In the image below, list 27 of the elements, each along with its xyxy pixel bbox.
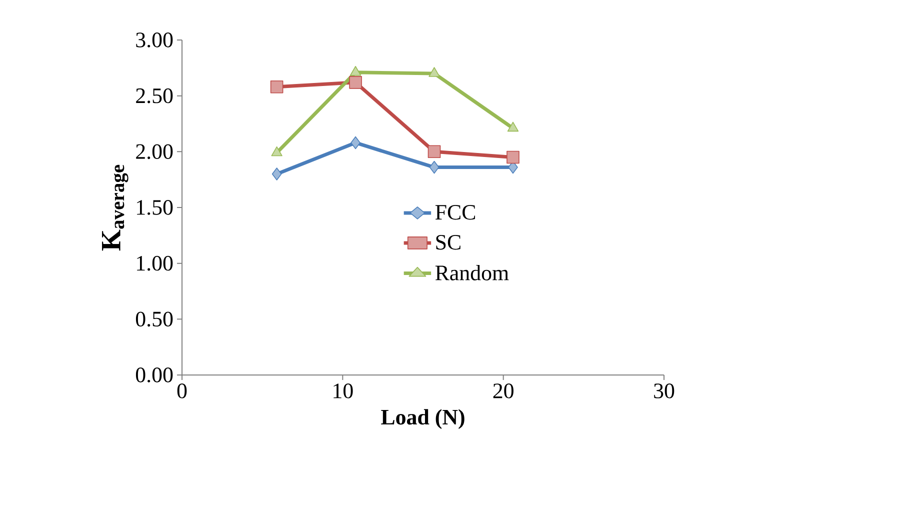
x-tick-label: 0 [177,384,187,398]
y-tick-label: 2.50 [136,88,173,104]
point [271,146,282,156]
point [349,76,362,89]
point [270,80,284,94]
y-tick-label: 2.00 [136,144,173,160]
y-tick-label: 0.00 [136,368,173,382]
point [272,168,282,180]
x-axis-title: Load (N) [381,409,464,430]
x-tick-label: 10 [334,384,353,398]
legend-label: FCC [435,204,476,220]
point [507,122,519,132]
legend-label: Random [435,264,509,280]
x-tick-label: 20 [493,384,514,398]
point [350,66,362,76]
y-axis-title: K$_{average}$ [102,164,128,251]
legend-label: SC [436,234,460,250]
point [506,150,520,164]
y-tick-label: 1.50 [137,200,173,215]
y-tick-label: 0.50 [136,312,173,327]
y-tick-label: 1.00 [137,256,173,271]
point [429,160,440,174]
point [428,67,440,77]
point [428,145,441,158]
x-tick-label: 30 [654,384,674,398]
point [350,136,360,150]
y-tick-label: 3.00 [136,32,173,48]
